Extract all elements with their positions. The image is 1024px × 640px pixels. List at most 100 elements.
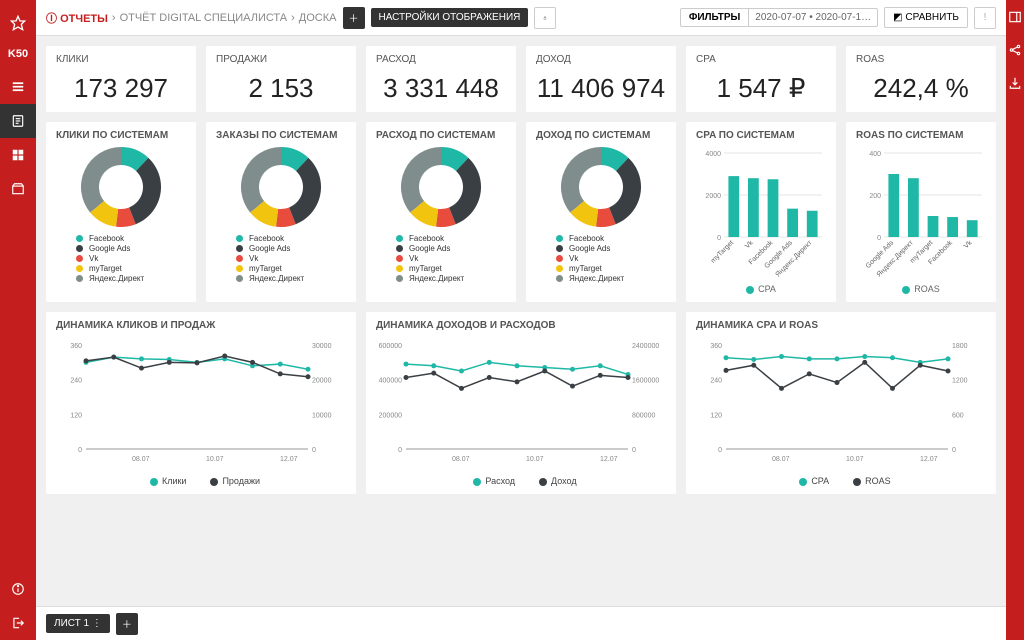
- legend: FacebookGoogle AdsVkmyTargetЯндекс.Дирек…: [56, 233, 144, 284]
- svg-text:600000: 600000: [379, 343, 402, 350]
- donut-chart: [81, 147, 161, 227]
- svg-text:0: 0: [398, 447, 402, 454]
- lock-button[interactable]: [534, 7, 556, 29]
- svg-text:08.07: 08.07: [772, 456, 790, 463]
- svg-text:20000: 20000: [312, 378, 332, 385]
- kpi-title: CPA: [696, 54, 826, 65]
- kpi-value: 1 547 ₽: [696, 73, 826, 104]
- sheet-tab[interactable]: ЛИСТ 1 ⋮: [46, 614, 110, 633]
- kpi-value: 3 331 448: [376, 73, 506, 104]
- svg-text:12.07: 12.07: [920, 456, 938, 463]
- svg-text:0: 0: [632, 447, 636, 454]
- kpi-value: 242,4 %: [856, 73, 986, 104]
- filter-label: ФИЛЬТРЫ: [681, 9, 749, 26]
- line-chart: 0 120 240 360 0 10000 20000 30000 08.07 10.07 12.0…: [56, 337, 346, 467]
- kpi-card: ПРОДАЖИ 2 153: [206, 46, 356, 112]
- bar-chart: 020004000myTargetVkFacebookGoogle AdsЯнд…: [696, 147, 826, 277]
- kpi-value: 2 153: [216, 73, 346, 104]
- filter-box[interactable]: ФИЛЬТРЫ 2020-07-07 • 2020-07-1…: [680, 8, 878, 27]
- content: КЛИКИ 173 297 ПРОДАЖИ 2 153 РАСХОД 3 331 448 Д…: [36, 36, 1006, 606]
- charts-row-1: КЛИКИ ПО СИСТЕМАМFacebookGoogle AdsVkmyT…: [46, 122, 996, 302]
- svg-text:myTarget: myTarget: [710, 239, 735, 264]
- svg-text:4000: 4000: [705, 151, 721, 158]
- donut-card: ЗАКАЗЫ ПО СИСТЕМАМFacebookGoogle AdsVkmy…: [206, 122, 356, 302]
- donut-card: РАСХОД ПО СИСТЕМАМFacebookGoogle AdsVkmy…: [366, 122, 516, 302]
- svg-text:12.07: 12.07: [280, 456, 298, 463]
- donut-chart: [241, 147, 321, 227]
- svg-text:120: 120: [70, 412, 82, 419]
- line-chart: 012024036006001200180008.0710.0712.07: [696, 337, 986, 467]
- svg-text:240: 240: [710, 378, 722, 385]
- nav-report-icon[interactable]: [0, 104, 36, 138]
- logo: K50: [8, 48, 28, 60]
- line-card: ДИНАМИКА CPA И ROAS012024036006001200180…: [686, 312, 996, 494]
- right-panel-icon[interactable]: [1008, 10, 1022, 29]
- svg-text:10.07: 10.07: [526, 456, 544, 463]
- breadcrumb-back[interactable]: ⓘ ОТЧЕТЫ: [46, 10, 108, 26]
- svg-text:0: 0: [312, 447, 316, 454]
- svg-text:600: 600: [952, 412, 964, 419]
- svg-text:08.07: 08.07: [452, 456, 470, 463]
- kpi-title: ПРОДАЖИ: [216, 54, 346, 65]
- nav-grid-icon[interactable]: [0, 138, 36, 172]
- svg-text:400: 400: [869, 151, 881, 158]
- kpi-title: ROAS: [856, 54, 986, 65]
- svg-text:0: 0: [952, 447, 956, 454]
- svg-text:0: 0: [78, 447, 82, 454]
- svg-text:10.07: 10.07: [206, 456, 224, 463]
- legend: FacebookGoogle AdsVkmyTargetЯндекс.Дирек…: [376, 233, 464, 284]
- bar-card: ROAS ПО СИСТЕМАМ0200400Google AdsЯндекс.…: [846, 122, 996, 302]
- svg-text:08.07: 08.07: [132, 456, 150, 463]
- nav-logout-icon[interactable]: [0, 606, 36, 640]
- nav-archive-icon[interactable]: [0, 172, 36, 206]
- kpi-title: КЛИКИ: [56, 54, 186, 65]
- kpi-title: РАСХОД: [376, 54, 506, 65]
- svg-text:800000: 800000: [632, 412, 655, 419]
- svg-text:10.07: 10.07: [846, 456, 864, 463]
- svg-text:Vk: Vk: [744, 239, 755, 250]
- main: ⓘ ОТЧЕТЫ › ОТЧЁТ DIGITAL СПЕЦИАЛИСТА › Д…: [36, 0, 1006, 640]
- sidebar-right: [1006, 0, 1024, 640]
- svg-text:0: 0: [717, 235, 721, 242]
- kpi-card: КЛИКИ 173 297: [46, 46, 196, 112]
- donut-card: ДОХОД ПО СИСТЕМАМFacebookGoogle AdsVkmyT…: [526, 122, 676, 302]
- nav-info-icon[interactable]: [0, 572, 36, 606]
- svg-text:400000: 400000: [379, 378, 402, 385]
- compare-button[interactable]: ◩ СРАВНИТЬ: [884, 7, 968, 28]
- kpi-value: 11 406 974: [536, 73, 666, 104]
- svg-text:0: 0: [877, 235, 881, 242]
- charts-row-2: ДИНАМИКА КЛИКОВ И ПРОДАЖ0120240360010000…: [46, 312, 996, 494]
- svg-text:Vk: Vk: [963, 239, 974, 250]
- svg-text:360: 360: [710, 343, 722, 350]
- svg-text:200000: 200000: [379, 412, 402, 419]
- svg-text:2400000: 2400000: [632, 343, 659, 350]
- breadcrumb-2: ДОСКА: [299, 12, 337, 24]
- svg-text:30000: 30000: [312, 343, 332, 350]
- add-button[interactable]: ＋: [343, 7, 365, 29]
- kpi-card: ДОХОД 11 406 974: [526, 46, 676, 112]
- svg-text:0: 0: [718, 447, 722, 454]
- nav-menu-icon[interactable]: [0, 70, 36, 104]
- line-chart: 0 200000 400000 600000 0 800000 1600000 2400000…: [376, 337, 666, 467]
- svg-text:360: 360: [70, 343, 82, 350]
- nav-star-icon[interactable]: [0, 6, 36, 40]
- svg-text:1600000: 1600000: [632, 378, 659, 385]
- line-card: ДИНАМИКА ДОХОДОВ И РАСХОДОВ0200000400000…: [366, 312, 676, 494]
- display-settings-button[interactable]: НАСТРОЙКИ ОТОБРАЖЕНИЯ: [371, 8, 529, 27]
- warning-button[interactable]: !: [974, 7, 996, 29]
- line-card: ДИНАМИКА КЛИКОВ И ПРОДАЖ0120240360010000…: [46, 312, 356, 494]
- kpi-card: CPA 1 547 ₽: [686, 46, 836, 112]
- kpi-value: 173 297: [56, 73, 186, 104]
- donut-chart: [401, 147, 481, 227]
- kpi-title: ДОХОД: [536, 54, 666, 65]
- date-range: 2020-07-07 • 2020-07-1…: [749, 9, 877, 26]
- right-share-icon[interactable]: [1008, 43, 1022, 62]
- kpi-card: ROAS 242,4 %: [846, 46, 996, 112]
- svg-text:1200: 1200: [952, 378, 968, 385]
- right-download-icon[interactable]: [1008, 76, 1022, 95]
- svg-text:240: 240: [70, 378, 82, 385]
- svg-text:1800: 1800: [952, 343, 968, 350]
- svg-text:10000: 10000: [312, 412, 332, 419]
- breadcrumb-1[interactable]: ОТЧЁТ DIGITAL СПЕЦИАЛИСТА: [120, 12, 288, 24]
- add-sheet-button[interactable]: ＋: [116, 613, 138, 635]
